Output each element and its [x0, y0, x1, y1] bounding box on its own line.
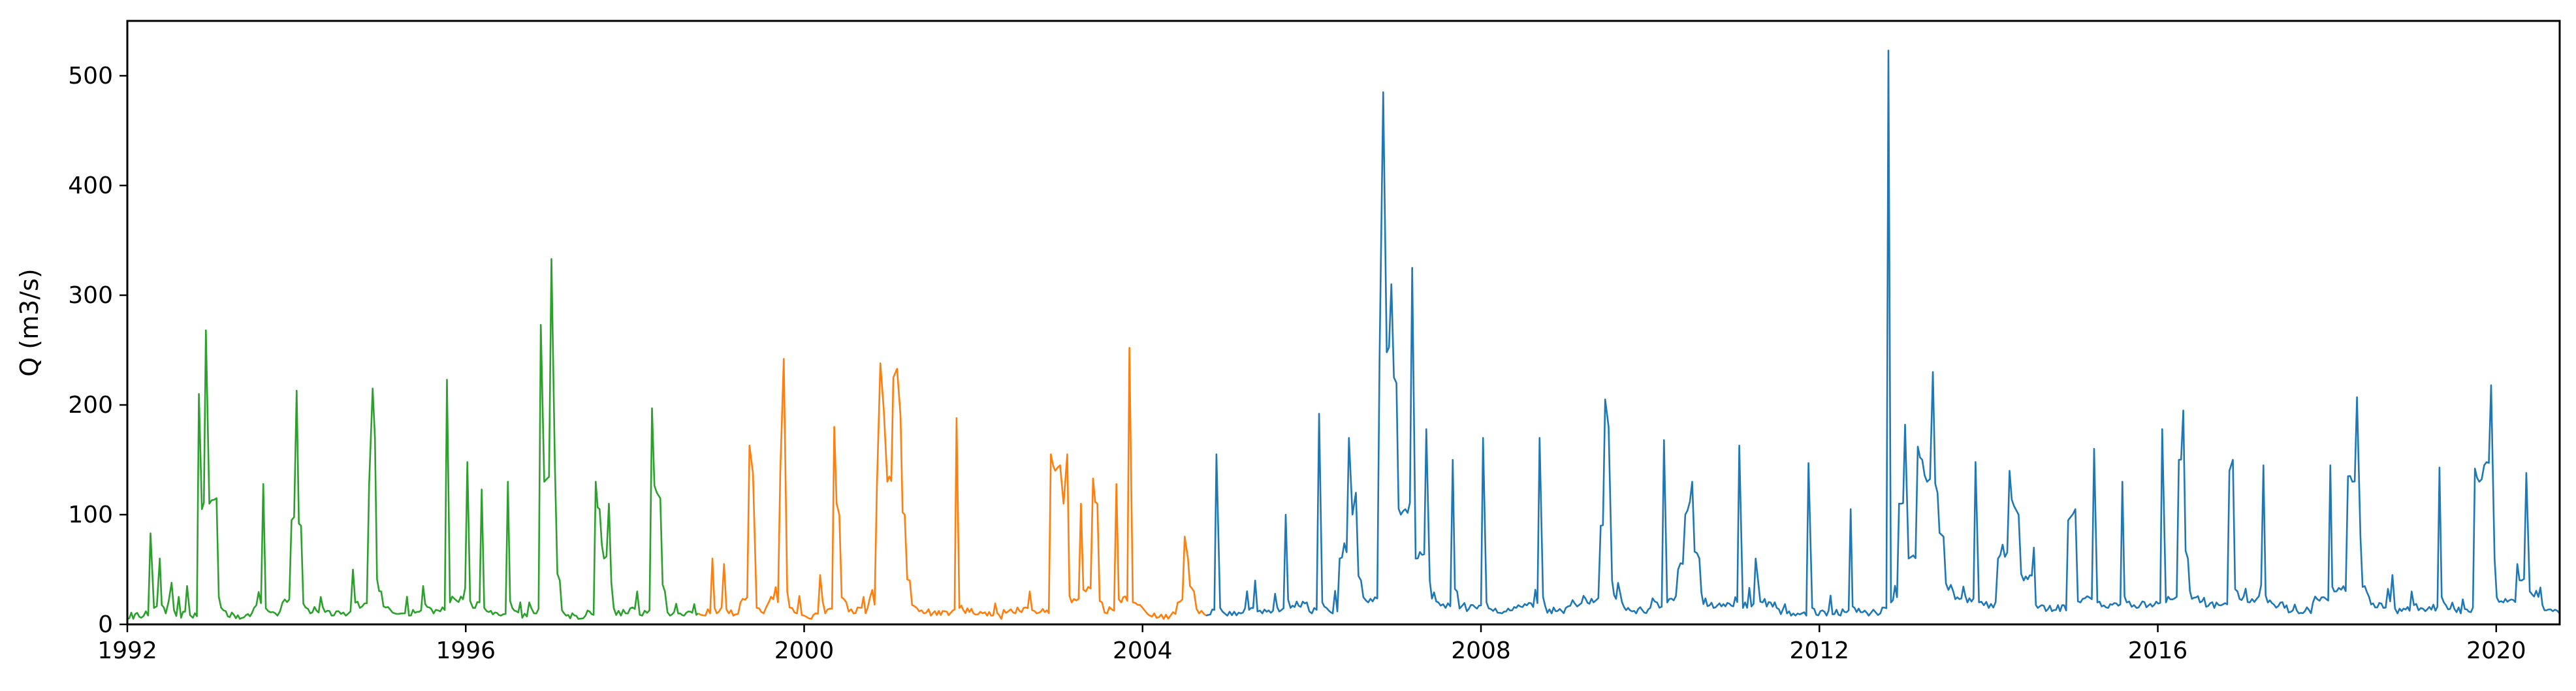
y-tick-label: 200 — [68, 392, 113, 419]
x-tick-label: 2016 — [2128, 637, 2188, 664]
y-tick-label: 500 — [68, 63, 113, 89]
series-line-3 — [1205, 50, 2560, 617]
x-tick-label: 1992 — [97, 637, 157, 664]
x-tick-label: 2000 — [774, 637, 835, 664]
y-tick-label: 100 — [68, 502, 113, 528]
y-axis-label: Q (m3/s) — [15, 268, 44, 376]
y-tick-label: 0 — [98, 611, 113, 638]
x-tick-label: 2004 — [1113, 637, 1173, 664]
series-line-2 — [697, 347, 1207, 620]
series-line-1 — [127, 258, 699, 620]
y-tick-label: 300 — [68, 282, 113, 309]
x-tick-label: 2012 — [1789, 637, 1849, 664]
y-tick-label: 400 — [68, 172, 113, 199]
x-tick-label: 2008 — [1451, 637, 1511, 664]
x-tick-label: 2020 — [2466, 637, 2526, 664]
plot-frame — [126, 20, 2561, 626]
x-tick-label: 1996 — [436, 637, 496, 664]
series-layer — [127, 50, 2560, 620]
x-axis: 1992 1996 2000 2004 2008 2012 2016 2020 — [97, 624, 2526, 664]
y-axis: 0 100 200 300 400 500 — [68, 63, 127, 638]
